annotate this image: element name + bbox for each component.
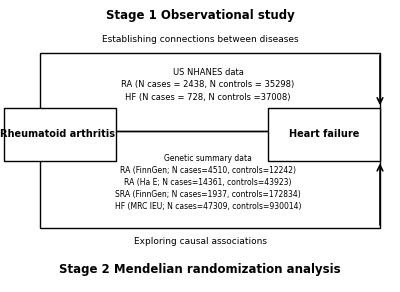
Text: Stage 2 Mendelian randomization analysis: Stage 2 Mendelian randomization analysis (59, 263, 341, 276)
Text: Genetic summary data
RA (FinnGen; N cases=4510, controls=12242)
RA (Ha E; N case: Genetic summary data RA (FinnGen; N case… (115, 154, 301, 211)
Text: Exploring causal associations: Exploring causal associations (134, 237, 266, 246)
Text: US NHANES data
RA (N cases = 2438, N controls = 35298)
HF (N cases = 728, N cont: US NHANES data RA (N cases = 2438, N con… (121, 68, 295, 102)
Bar (4, 108, 116, 161)
Text: Stage 1 Observational study: Stage 1 Observational study (106, 9, 294, 22)
Bar (40, 53, 380, 131)
Text: Establishing connections between diseases: Establishing connections between disease… (102, 35, 298, 44)
Text: Heart failure: Heart failure (289, 129, 359, 139)
Bar (40, 131, 380, 228)
Text: Rheumatoid arthritis: Rheumatoid arthritis (0, 129, 116, 139)
Bar (268, 108, 380, 161)
